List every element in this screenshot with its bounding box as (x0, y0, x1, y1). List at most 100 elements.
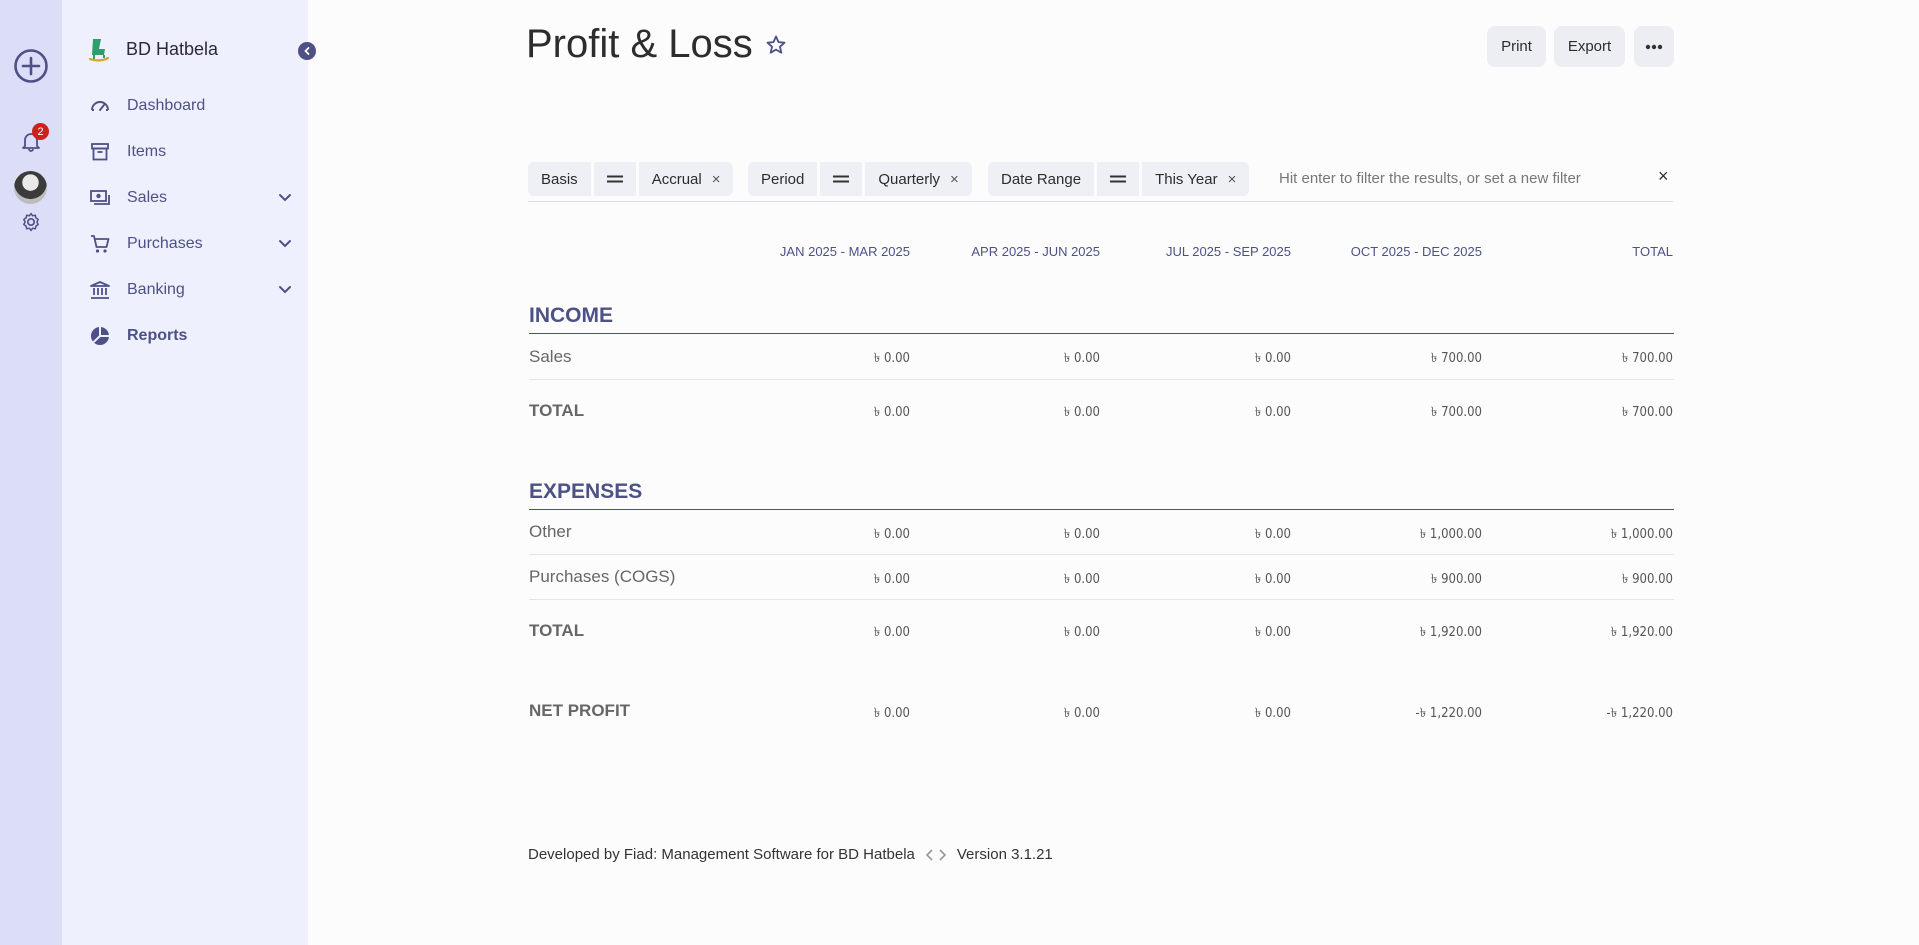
row-divider (529, 379, 1674, 380)
sidebar-item-banking[interactable]: Banking (88, 275, 293, 305)
table-cell: ৳ 0.00 (873, 572, 910, 587)
sidebar-item-purchases[interactable]: Purchases (88, 229, 293, 259)
settings-button[interactable] (0, 211, 62, 233)
table-cell: ৳ 0.00 (1254, 572, 1291, 587)
cash-icon (90, 190, 110, 205)
filter-chip-period[interactable]: Period Quarterly × (748, 162, 972, 196)
plus-circle-icon (14, 49, 48, 83)
chevron-down-icon[interactable] (277, 235, 293, 251)
chevron-down-icon[interactable] (277, 189, 293, 205)
filter-chip-date-range[interactable]: Date Range This Year × (988, 162, 1250, 196)
table-cell: ৳ 0.00 (873, 351, 910, 366)
gear-icon (23, 212, 39, 232)
clear-filters-icon[interactable]: × (1658, 166, 1669, 186)
filter-field: Basis (528, 162, 591, 196)
cart-icon (91, 235, 110, 253)
rocking-chair-logo-icon (88, 39, 110, 62)
remove-filter-icon[interactable]: × (711, 170, 721, 188)
equals-operator[interactable] (1097, 162, 1140, 196)
table-cell: ৳ 0.00 (1063, 405, 1100, 420)
chevron-left-icon (304, 47, 310, 55)
table-cell: ৳ 900.00 (1430, 572, 1482, 587)
sidebar-item-sales[interactable]: Sales (88, 183, 293, 213)
star-icon[interactable] (765, 34, 787, 56)
column-header: APR 2025 - JUN 2025 (971, 244, 1100, 259)
table-cell: ৳ 1,000.00 (1419, 527, 1482, 542)
avatar[interactable] (14, 171, 47, 204)
table-cell: ৳ 0.00 (873, 625, 910, 640)
filter-chip-basis[interactable]: Basis Accrual × (528, 162, 734, 196)
developer-credit: Developed by Fiad: Management Software f… (528, 846, 915, 863)
filter-value-text: Quarterly (878, 170, 941, 188)
table-cell: ৳ 0.00 (1063, 625, 1100, 640)
left-rail: 2 (0, 0, 62, 945)
row-divider (529, 599, 1674, 600)
archive-icon (91, 143, 109, 161)
filter-field: Date Range (988, 162, 1095, 196)
collapse-sidebar-button[interactable] (298, 42, 316, 60)
row-label-total: TOTAL (529, 401, 585, 420)
brand[interactable]: BD Hatbela (86, 36, 218, 62)
create-new-button[interactable] (0, 48, 62, 84)
section-title-expenses: EXPENSES (529, 480, 643, 503)
remove-filter-icon[interactable]: × (1227, 170, 1237, 188)
equals-operator[interactable] (820, 162, 863, 196)
sidebar-item-label: Dashboard (127, 97, 206, 114)
table-cell: ৳ 0.00 (1254, 527, 1291, 542)
row-label: Sales (529, 347, 572, 366)
code-icon (925, 848, 947, 861)
table-cell: ৳ 0.00 (1063, 527, 1100, 542)
table-cell: ৳ 1,000.00 (1610, 527, 1673, 542)
row-label-net-profit: NET PROFIT (529, 701, 631, 720)
sidebar-item-dashboard[interactable]: Dashboard (88, 91, 293, 121)
table-cell: ৳ 0.00 (873, 405, 910, 420)
column-header: TOTAL (1632, 244, 1673, 259)
notifications-button[interactable] (0, 130, 62, 152)
table-cell: ৳ 700.00 (1430, 351, 1482, 366)
sidebar-item-reports[interactable]: Reports (88, 321, 293, 351)
sidebar-item-label: Reports (127, 327, 188, 344)
table-cell: ৳ 700.00 (1621, 405, 1673, 420)
filter-value[interactable]: This Year × (1142, 162, 1250, 196)
chevron-down-icon[interactable] (277, 281, 293, 297)
row-label: Purchases (COGS) (529, 567, 676, 586)
row-label-total: TOTAL (529, 621, 585, 640)
version-label: Version 3.1.21 (956, 846, 1053, 863)
filter-field: Period (748, 162, 818, 196)
section-rule (529, 509, 1674, 510)
page-title: Profit & Loss (526, 22, 753, 66)
sidebar-item-items[interactable]: Items (88, 137, 293, 167)
equals-icon (606, 175, 623, 183)
sidebar-item-label: Sales (127, 189, 168, 206)
export-button[interactable]: Export (1554, 26, 1625, 67)
section-title-income: INCOME (529, 304, 613, 327)
table-cell: ৳ 0.00 (873, 527, 910, 542)
table-cell: ৳ 1,920.00 (1419, 625, 1482, 640)
section-rule (529, 333, 1674, 334)
equals-operator[interactable] (593, 162, 636, 196)
footer: Developed by Fiad: Management Software f… (528, 846, 1053, 863)
remove-filter-icon[interactable]: × (950, 170, 959, 188)
table-cell: ৳ 700.00 (1621, 351, 1673, 366)
equals-icon (833, 175, 850, 183)
print-button[interactable]: Print (1487, 26, 1546, 67)
table-cell: -৳ 1,220.00 (1415, 706, 1482, 721)
filter-value-text: Accrual (651, 170, 702, 188)
table-cell: ৳ 0.00 (1063, 706, 1100, 721)
table-cell: ৳ 0.00 (1254, 625, 1291, 640)
filter-value[interactable]: Quarterly × (865, 162, 972, 196)
table-cell: ৳ 0.00 (1063, 572, 1100, 587)
more-options-button[interactable] (1634, 26, 1674, 67)
table-cell: ৳ 0.00 (1254, 405, 1291, 420)
filter-value[interactable]: Accrual × (638, 162, 734, 196)
table-cell: ৳ 0.00 (1254, 351, 1291, 366)
filter-input[interactable]: Hit enter to filter the results, or set … (1279, 170, 1581, 187)
sidebar-item-label: Banking (127, 281, 185, 298)
column-header: JAN 2025 - MAR 2025 (779, 244, 910, 259)
filter-bar: Basis Accrual × Period Quarterly × Date Ra… (528, 162, 1673, 202)
filter-value-text: This Year (1155, 170, 1218, 188)
sidebar (62, 0, 308, 945)
notification-badge: 2 (32, 123, 49, 140)
page-title-wrap: Profit & Loss (526, 22, 787, 67)
brand-name: BD Hatbela (126, 38, 219, 59)
